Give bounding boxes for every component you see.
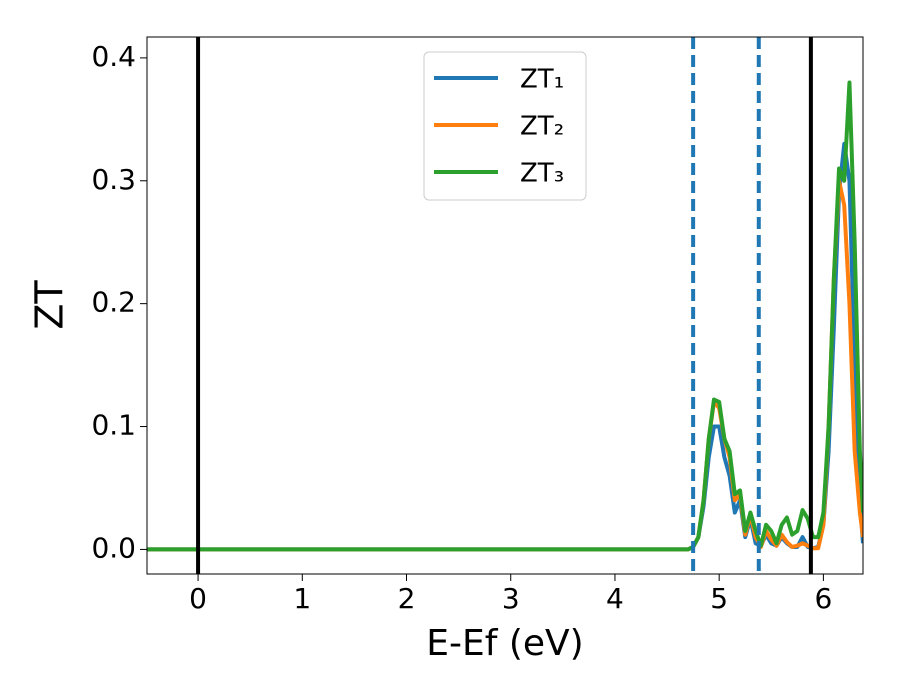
plot-frame bbox=[146, 36, 864, 575]
x-axis-label: E-Ef (eV) bbox=[426, 623, 583, 664]
y-tick-label: 0.2 bbox=[91, 286, 136, 319]
x-tick-label: 1 bbox=[293, 582, 311, 615]
legend-label: ZT₃ bbox=[520, 159, 564, 189]
y-tick-label: 0.0 bbox=[91, 531, 136, 564]
x-tick-label: 6 bbox=[814, 582, 832, 615]
x-tick-label: 2 bbox=[398, 582, 416, 615]
x-tick-label: 3 bbox=[502, 582, 520, 615]
x-tick-label: 0 bbox=[189, 582, 207, 615]
legend-box bbox=[423, 51, 587, 201]
x-tick-label: 5 bbox=[710, 582, 728, 615]
x-tick-label: 4 bbox=[606, 582, 624, 615]
y-tick-label: 0.3 bbox=[91, 163, 136, 196]
series-line bbox=[147, 80, 863, 552]
plot-area bbox=[147, 37, 863, 574]
legend-label: ZT₁ bbox=[520, 65, 564, 95]
y-tick-label: 0.4 bbox=[91, 40, 136, 73]
y-tick-label: 0.1 bbox=[91, 409, 136, 442]
y-axis-label: ZT bbox=[28, 280, 72, 330]
legend-label: ZT₂ bbox=[520, 112, 564, 142]
series-line bbox=[147, 178, 863, 552]
series-line bbox=[147, 141, 863, 552]
